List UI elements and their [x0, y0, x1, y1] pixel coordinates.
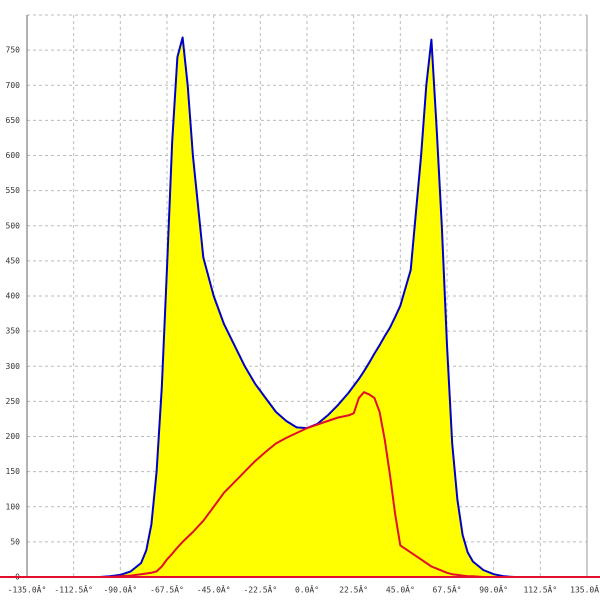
y-tick-label: 700 — [6, 81, 21, 90]
y-tick-label: 450 — [6, 256, 21, 265]
x-tick-label: -90.0Â° — [103, 584, 137, 595]
y-tick-label: 400 — [6, 292, 21, 301]
y-tick-label: 50 — [10, 537, 20, 546]
area-fill — [99, 37, 515, 577]
x-tick-label: -112.5Â° — [54, 584, 93, 595]
series-line — [99, 36, 515, 578]
y-tick-label: 150 — [6, 467, 21, 476]
x-tick-label: 22.5Â° — [339, 584, 368, 595]
x-tick-label: -135.0Â° — [8, 584, 47, 595]
y-tick-label: 550 — [6, 186, 21, 195]
x-tick-label: -22.5Â° — [243, 584, 277, 595]
series-line — [99, 391, 515, 578]
x-tick-label: -45.0Â° — [197, 584, 231, 595]
x-tick-label: 90.0Â° — [479, 584, 508, 595]
y-tick-label: 350 — [6, 327, 21, 336]
x-tick-label: 112.5Â° — [523, 584, 557, 595]
x-tick-label: 45.0Â° — [386, 584, 415, 595]
x-tick-label: 67.5Â° — [433, 584, 462, 595]
y-tick-label: 600 — [6, 151, 21, 160]
y-tick-label: 300 — [6, 362, 21, 371]
y-tick-label: 100 — [6, 502, 21, 511]
y-tick-label: 750 — [6, 46, 21, 55]
x-tick-label: -67.5Â° — [150, 584, 184, 595]
y-tick-label: 500 — [6, 221, 21, 230]
x-tick-label: 0.0Â° — [295, 584, 319, 595]
y-tick-label: 650 — [6, 116, 21, 125]
x-tick-label: 135.0Â° — [570, 584, 600, 595]
y-tick-label: 250 — [6, 397, 21, 406]
y-tick-label: 200 — [6, 432, 21, 441]
